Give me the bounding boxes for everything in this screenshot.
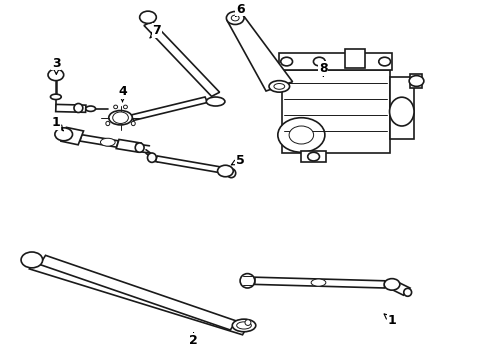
Circle shape	[226, 12, 244, 24]
Ellipse shape	[404, 288, 412, 296]
Circle shape	[55, 128, 73, 141]
Bar	[345, 49, 365, 68]
Bar	[390, 77, 414, 139]
Bar	[301, 151, 326, 162]
Text: 2: 2	[189, 333, 198, 347]
Bar	[282, 70, 390, 153]
Polygon shape	[255, 277, 385, 288]
Text: 6: 6	[236, 3, 245, 17]
Polygon shape	[389, 281, 410, 295]
Ellipse shape	[106, 121, 110, 126]
Ellipse shape	[269, 81, 290, 92]
Circle shape	[278, 118, 325, 152]
Circle shape	[346, 57, 358, 66]
Polygon shape	[116, 139, 141, 152]
Text: 7: 7	[150, 24, 161, 38]
Polygon shape	[144, 21, 220, 96]
Ellipse shape	[232, 319, 256, 332]
Ellipse shape	[131, 121, 135, 126]
Ellipse shape	[274, 84, 285, 89]
Polygon shape	[80, 135, 119, 147]
Circle shape	[140, 11, 156, 23]
Circle shape	[314, 57, 325, 66]
Circle shape	[281, 57, 293, 66]
Text: 8: 8	[319, 62, 328, 76]
Text: 3: 3	[52, 57, 61, 75]
Ellipse shape	[147, 153, 156, 162]
Text: 1: 1	[52, 116, 63, 131]
Polygon shape	[131, 97, 208, 121]
Text: 1: 1	[384, 314, 396, 327]
Polygon shape	[61, 127, 83, 145]
Ellipse shape	[237, 322, 251, 329]
Ellipse shape	[135, 143, 144, 152]
Text: 4: 4	[118, 85, 127, 102]
Ellipse shape	[86, 106, 96, 112]
Circle shape	[409, 76, 424, 86]
Polygon shape	[155, 156, 222, 173]
Ellipse shape	[390, 97, 414, 126]
Bar	[279, 53, 392, 70]
Ellipse shape	[227, 168, 236, 178]
Polygon shape	[29, 260, 247, 335]
Circle shape	[218, 165, 233, 177]
Circle shape	[48, 69, 64, 81]
Ellipse shape	[245, 320, 251, 325]
Circle shape	[231, 15, 239, 21]
Ellipse shape	[206, 97, 225, 106]
Ellipse shape	[123, 105, 127, 109]
Polygon shape	[40, 255, 236, 330]
Ellipse shape	[311, 279, 326, 286]
Polygon shape	[56, 104, 86, 112]
Circle shape	[113, 112, 128, 123]
Circle shape	[308, 152, 319, 161]
Circle shape	[384, 279, 400, 290]
Circle shape	[21, 252, 43, 268]
Ellipse shape	[50, 94, 61, 100]
Circle shape	[289, 126, 314, 144]
Ellipse shape	[109, 111, 132, 125]
Ellipse shape	[240, 274, 255, 288]
Polygon shape	[227, 15, 293, 91]
Ellipse shape	[114, 105, 118, 109]
Text: 5: 5	[231, 154, 245, 167]
Circle shape	[379, 57, 391, 66]
Ellipse shape	[100, 138, 115, 146]
Bar	[410, 74, 422, 88]
Ellipse shape	[74, 104, 83, 113]
